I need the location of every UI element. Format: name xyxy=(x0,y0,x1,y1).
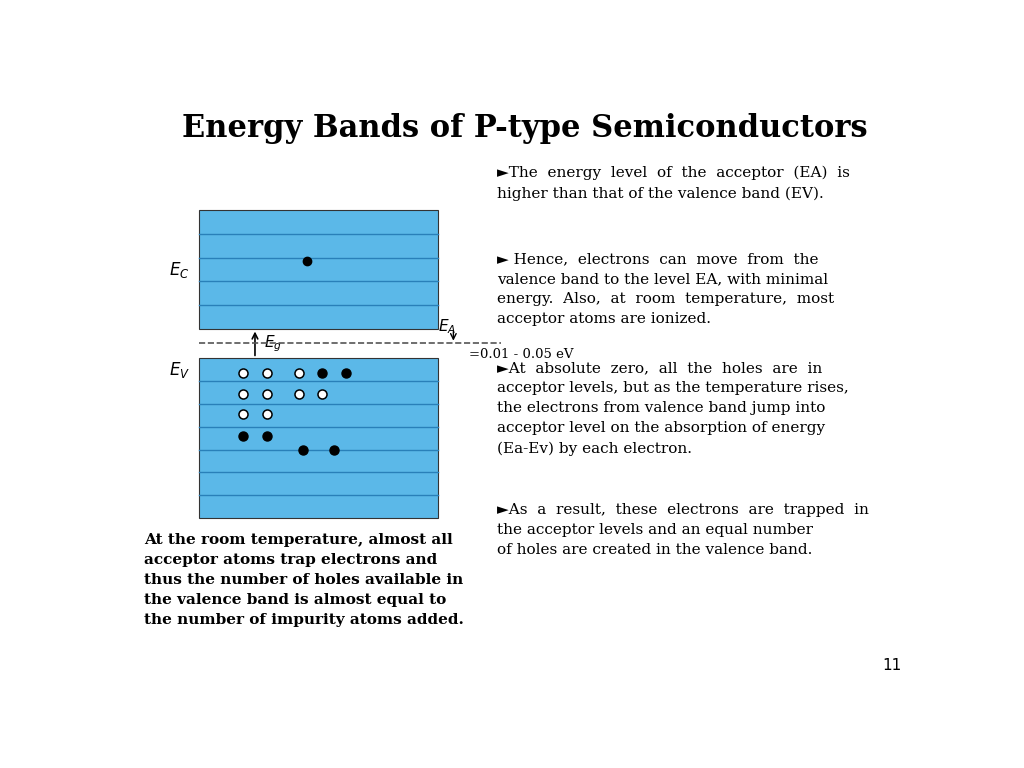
Text: $E_C$: $E_C$ xyxy=(169,260,189,280)
Text: Energy Bands of P-type Semiconductors: Energy Bands of P-type Semiconductors xyxy=(182,113,867,144)
Bar xyxy=(200,210,437,329)
Text: $E_A$: $E_A$ xyxy=(437,318,456,336)
Text: ►At  absolute  zero,  all  the  holes  are  in
acceptor levels, but as the tempe: ►At absolute zero, all the holes are in … xyxy=(497,361,849,456)
Text: =0.01 - 0.05 eV: =0.01 - 0.05 eV xyxy=(469,348,573,361)
Text: $E_g$: $E_g$ xyxy=(264,333,283,354)
Text: At the room temperature, almost all
acceptor atoms trap electrons and
thus the n: At the room temperature, almost all acce… xyxy=(143,533,464,627)
Text: ►The  energy  level  of  the  acceptor  (EA)  is
higher than that of the valence: ►The energy level of the acceptor (EA) i… xyxy=(497,166,850,201)
Text: ►As  a  result,  these  electrons  are  trapped  in
the acceptor levels and an e: ►As a result, these electrons are trappe… xyxy=(497,503,869,558)
Text: 11: 11 xyxy=(883,658,902,673)
Bar xyxy=(200,358,437,518)
Text: ► Hence,  electrons  can  move  from  the
valence band to the level EA, with min: ► Hence, electrons can move from the val… xyxy=(497,252,835,326)
Text: $E_V$: $E_V$ xyxy=(169,360,189,380)
